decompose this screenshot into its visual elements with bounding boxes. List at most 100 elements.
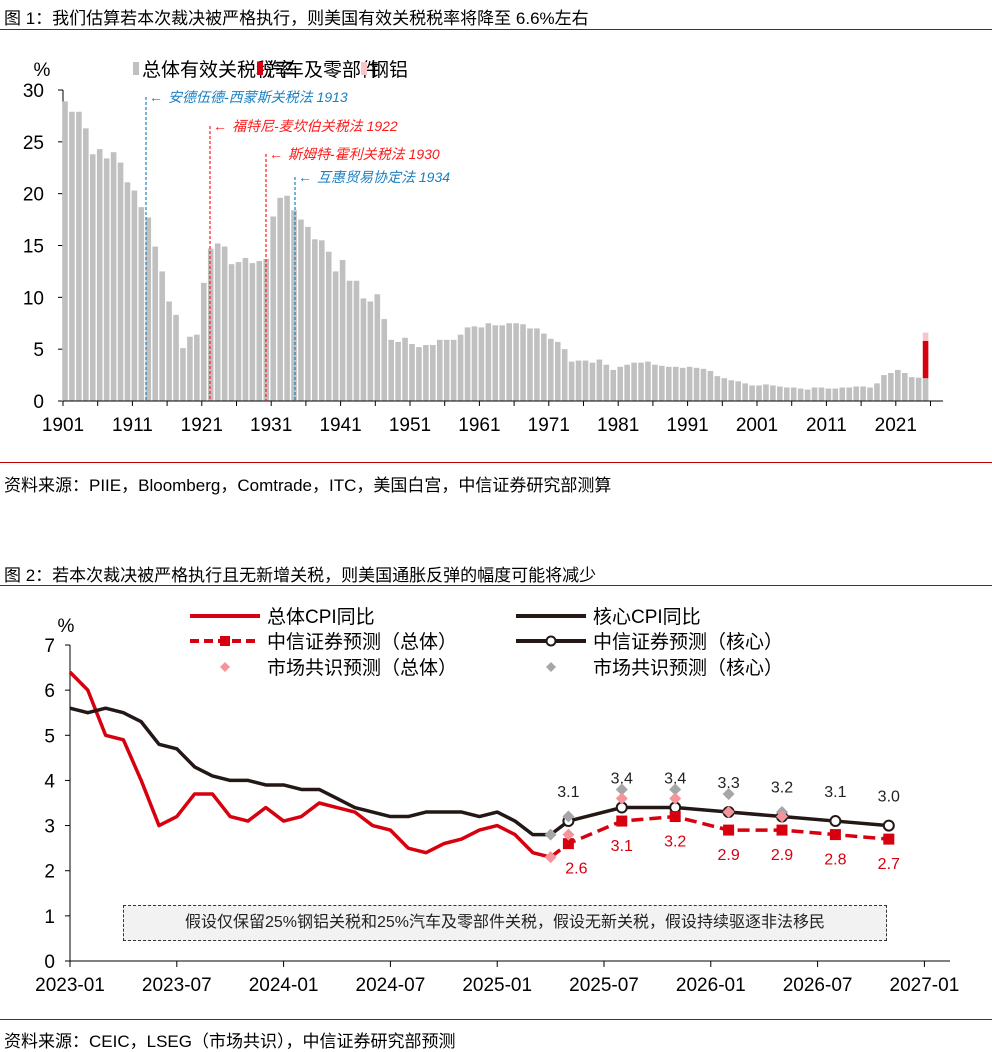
bar-overall (76, 111, 82, 402)
marker-citic-headline (829, 829, 841, 841)
bar-overall (353, 280, 360, 401)
bar-overall (457, 334, 464, 401)
y-tick-label: 7 (44, 636, 55, 657)
bar-overall (846, 387, 853, 401)
bar-overall (242, 257, 249, 401)
bar-overall (520, 324, 526, 401)
legend-label: 中信证券预测（核心） (593, 631, 783, 653)
bar-overall (471, 326, 478, 401)
marker-consensus-headline (722, 806, 735, 819)
y-tick-label: 15 (23, 237, 44, 258)
bar-overall (325, 251, 332, 401)
bar-overall (561, 349, 568, 401)
bar-overall (110, 152, 117, 401)
bar-overall (374, 294, 381, 401)
arrow-left-icon: ← (269, 146, 283, 162)
bar-overall (138, 207, 145, 401)
bar-overall (742, 383, 748, 401)
bar-overall (603, 364, 610, 401)
data-label-citic-core: 3.3 (717, 775, 739, 792)
bar-overall (888, 373, 894, 401)
bar-overall (256, 261, 263, 401)
marker-consensus-core (544, 828, 557, 841)
y-tick-label: 30 (23, 81, 44, 102)
bar-overall (582, 360, 589, 401)
marker-consensus-headline (776, 810, 788, 823)
x-tick-label: 1991 (666, 415, 708, 436)
annotation-label: 互惠贸易协定法 1934 (317, 169, 450, 185)
bar-overall (124, 182, 131, 401)
bar-overall (839, 387, 846, 401)
data-label-citic-core: 3.1 (557, 784, 579, 801)
y-tick-label: 5 (33, 340, 44, 361)
data-label-citic-core: 3.0 (878, 789, 900, 806)
bar-overall (901, 373, 908, 401)
marker-citic-headline (723, 824, 735, 836)
bar-overall (166, 301, 172, 401)
bar-overall (277, 197, 283, 401)
y-tick-label: 10 (23, 288, 44, 309)
bar-overall (89, 154, 96, 401)
bar-auto-parts (922, 340, 929, 379)
bar-overall (756, 385, 762, 401)
bar-overall (825, 388, 832, 401)
data-label-citic-headline: 2.6 (565, 861, 587, 878)
x-tick-label: 2024-01 (249, 975, 319, 996)
x-tick-label: 1941 (319, 415, 361, 436)
bar-overall (381, 319, 388, 401)
x-tick-label: 1981 (597, 415, 639, 436)
legend-label: 市场共识预测（核心） (593, 657, 783, 679)
bar-overall (659, 365, 665, 401)
bar-overall (686, 366, 693, 401)
y-tick-label: 5 (44, 726, 55, 747)
figure2-source-rule (0, 1019, 992, 1020)
bar-overall (436, 339, 443, 401)
bar-overall (214, 243, 221, 401)
bar-overall (818, 387, 825, 401)
x-tick-label: 2024-07 (356, 975, 426, 996)
legend-marker-diamond (546, 662, 556, 672)
legend-label: 汽车及零部件 (266, 59, 380, 81)
bar-overall (318, 240, 325, 401)
bar-overall (895, 369, 901, 401)
bar-overall (797, 388, 804, 401)
x-tick-label: 2027-01 (890, 975, 960, 996)
bar-overall (665, 366, 672, 401)
bar-overall (430, 345, 436, 401)
bar-overall (860, 386, 866, 401)
annotation-label: 福特尼-麦坎伯关税法 1922 (232, 118, 398, 134)
bar-overall (707, 370, 714, 401)
bar-overall (513, 323, 519, 401)
bar-overall (159, 271, 165, 401)
bar-overall (922, 378, 929, 401)
legend-label: 钢铝 (370, 59, 408, 81)
bar-overall (409, 343, 415, 401)
data-label-citic-headline: 3.2 (664, 834, 686, 851)
x-tick-label: 2026-01 (676, 975, 746, 996)
bar-overall (478, 327, 485, 401)
bar-overall (492, 325, 499, 401)
marker-consensus-headline (669, 792, 682, 805)
data-label-citic-headline: 2.8 (824, 852, 846, 869)
bar-overall (249, 263, 256, 401)
bar-overall (832, 388, 839, 401)
bar-overall (180, 348, 186, 401)
bar-overall (527, 328, 533, 401)
bar-overall (367, 301, 374, 401)
line-citic-core-forecast (549, 805, 889, 836)
x-tick-label: 2026-07 (783, 975, 853, 996)
marker-citic-headline (562, 838, 574, 850)
y-tick-label: 2 (44, 862, 55, 883)
x-tick-label: 2011 (806, 415, 847, 436)
bar-overall (735, 381, 741, 401)
bar-overall (506, 323, 512, 401)
annotation-label: 斯姆特-霍利关税法 1930 (288, 146, 440, 162)
bar-overall (499, 325, 506, 401)
bar-overall (395, 341, 401, 401)
y-tick-label: 6 (44, 681, 55, 702)
bar-overall (541, 333, 547, 401)
bar-overall (235, 262, 242, 401)
line-core-cpi (69, 706, 551, 837)
legend-label: 市场共识预测（总体） (267, 657, 457, 679)
